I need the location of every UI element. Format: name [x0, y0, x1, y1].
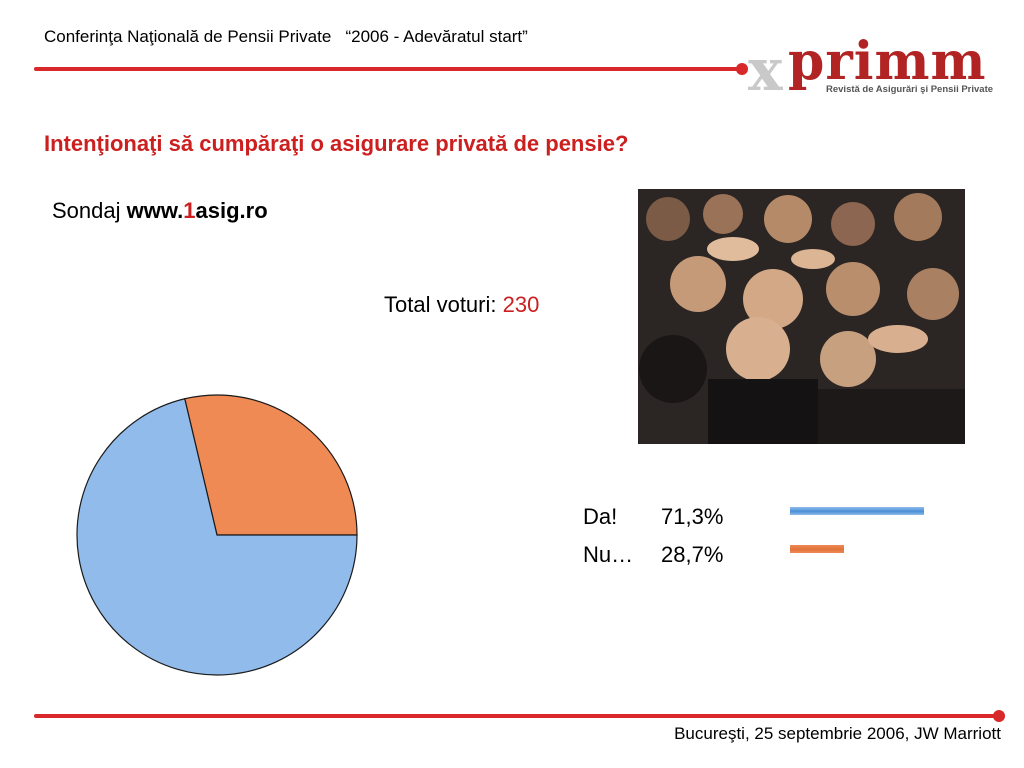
- logo-wordmark: primm: [788, 31, 987, 92]
- poll-site-rest: asig.ro: [195, 198, 268, 223]
- legend-label-nu: Nu…: [583, 542, 634, 567]
- slide-title: Intenţionaţi să cumpăraţi o asigurare pr…: [44, 131, 629, 156]
- total-votes-label: Total voturi:: [384, 292, 497, 317]
- poll-site-www: www.: [126, 198, 184, 223]
- poll-prefix: Sondaj: [52, 198, 121, 223]
- total-votes: Total voturi: 230: [384, 292, 539, 318]
- legend-label-da: Da!: [583, 504, 618, 529]
- pie-chart: [76, 394, 358, 676]
- pie-slice-nu: [184, 394, 358, 536]
- header-rule: [34, 67, 742, 71]
- legend-value-da: 71,3%: [661, 504, 724, 529]
- pie-slices: [76, 394, 358, 676]
- pie-slice-da: [76, 398, 358, 676]
- conference-name: Conferinţa Naţională de Pensii Private: [44, 27, 332, 46]
- logo-x-mark: x: [748, 36, 783, 104]
- header-rule-dot: [736, 63, 748, 75]
- poll-source: Sondaj www.1asig.ro: [52, 198, 268, 224]
- total-votes-value: 230: [502, 292, 540, 317]
- legend-bar-da: [790, 507, 924, 515]
- legend-bar-nu: [790, 545, 844, 553]
- footer-rule-dot: [993, 710, 1005, 722]
- poll-site-one: 1: [183, 198, 196, 223]
- footer-rule: [34, 714, 996, 718]
- logo-tagline: Revistă de Asigurări şi Pensii Private: [826, 84, 994, 95]
- conference-motto: “2006 - Adevăratul start”: [345, 27, 528, 46]
- crowd-photo-illustration: [638, 189, 965, 444]
- crowd-photo: [638, 189, 965, 444]
- primm-logo: x primm Revistă de Asigurări şi Pensii P…: [748, 32, 998, 104]
- conference-header: Conferinţa Naţională de Pensii Private “…: [44, 27, 528, 47]
- legend-value-nu: 28,7%: [661, 542, 724, 567]
- footer-location: Bucureşti, 25 septembrie 2006, JW Marrio…: [674, 724, 1001, 743]
